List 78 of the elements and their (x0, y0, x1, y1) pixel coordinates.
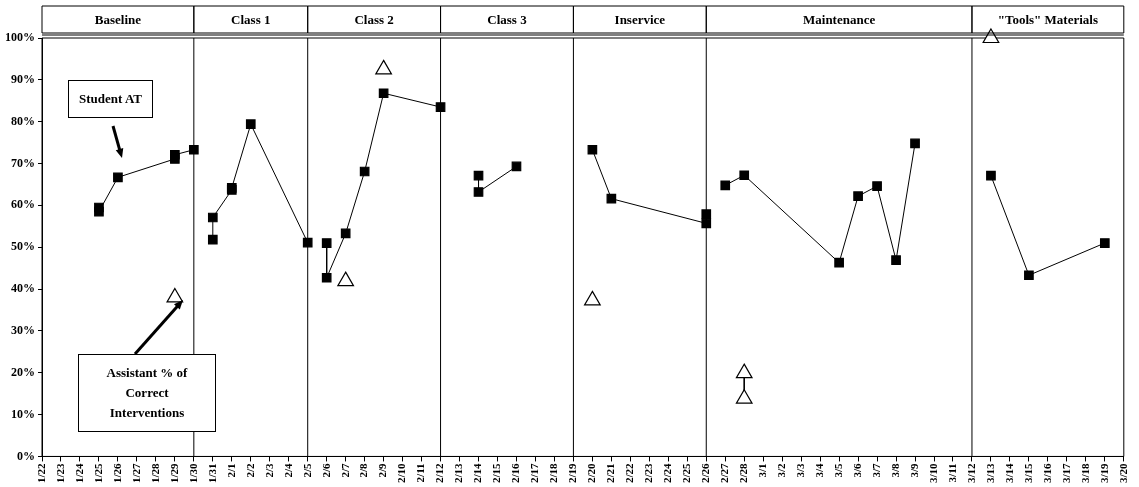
x-tick-label: 2/9 (376, 462, 389, 478)
x-tick-label: 1/25 (91, 462, 104, 484)
x-tick-label: 2/10 (395, 462, 408, 484)
text: "Tools" Materials (997, 11, 1099, 27)
x-tick-label: 1/24 (72, 462, 85, 484)
y-tick-label: 80% (11, 113, 35, 128)
y-tick-label: 10% (11, 406, 35, 421)
x-tick-label: 1/31 (205, 463, 218, 484)
x-tick-label: 3/15 (1021, 462, 1034, 484)
x-tick-label: 2/8 (357, 462, 370, 478)
y-tick-label: 50% (11, 239, 35, 254)
x-tick-label: 2/11 (414, 463, 427, 483)
x-tick-label: 2/17 (528, 462, 541, 484)
x-tick-label: 3/1 (756, 463, 769, 478)
text: Class 2 (354, 11, 394, 27)
x-tick-label: 2/3 (262, 462, 275, 478)
x-tick-label: 3/17 (1059, 462, 1072, 484)
text: Baseline (94, 11, 142, 27)
x-tick-label: 3/6 (850, 462, 863, 478)
x-tick-label: 2/14 (471, 462, 484, 484)
x-tick-label: 1/27 (129, 462, 142, 484)
text-box: Assistant % of Correct Interventions (78, 354, 216, 432)
x-tick-label: 3/10 (926, 462, 939, 484)
x-tick-label: 1/26 (110, 462, 123, 484)
x-tick-label: 3/4 (812, 462, 825, 478)
x-tick-label: 1/23 (53, 462, 66, 484)
text-box: Student AT (68, 80, 153, 118)
x-tick-label: 1/22 (34, 462, 47, 484)
y-tick-label: 100% (5, 30, 35, 45)
x-tick-label: 3/16 (1040, 462, 1053, 484)
x-tick-label: 2/5 (300, 462, 313, 478)
x-tick-label: 2/2 (243, 462, 256, 478)
x-tick-label: 2/21 (604, 463, 617, 484)
x-tick-label: 3/2 (775, 462, 788, 478)
x-tick-label: 2/12 (433, 462, 446, 484)
text: Class 3 (487, 11, 528, 27)
x-tick-label: 1/28 (148, 462, 161, 484)
x-tick-label: 2/27 (718, 462, 731, 484)
x-tick-label: 2/13 (452, 462, 465, 484)
x-tick-label: 3/14 (1002, 462, 1015, 484)
x-tick-label: 3/11 (945, 463, 958, 483)
x-tick-label: 2/28 (737, 462, 750, 484)
x-tick-label: 2/22 (623, 462, 636, 484)
y-tick-label: 30% (11, 323, 35, 337)
x-tick-label: 1/30 (186, 462, 199, 484)
x-tick-label: 2/24 (661, 462, 674, 484)
y-tick-label: 60% (11, 197, 35, 212)
x-tick-label: 3/18 (1078, 462, 1091, 484)
x-tick-label: 2/19 (566, 462, 579, 484)
x-tick-label: 3/19 (1097, 462, 1110, 484)
x-tick-label: 2/7 (338, 462, 351, 478)
x-tick-label: 2/15 (490, 462, 503, 484)
y-tick-label: 0% (17, 448, 35, 463)
x-tick-label: 3/13 (983, 462, 996, 484)
x-tick-label: 3/5 (831, 462, 844, 478)
x-tick-label: 2/16 (509, 462, 522, 484)
x-tick-label: 3/7 (869, 462, 882, 478)
y-tick-label: 90% (11, 71, 35, 86)
y-tick-label: 70% (11, 155, 35, 170)
x-tick-label: 2/6 (319, 462, 332, 478)
x-tick-label: 1/29 (167, 462, 180, 484)
y-tick-label: 40% (11, 281, 35, 296)
x-tick-label: 3/8 (888, 462, 901, 478)
x-tick-label: 2/1 (224, 463, 237, 478)
x-tick-label: 2/20 (585, 462, 598, 484)
text: Inservice (614, 11, 666, 27)
x-tick-label: 3/9 (907, 462, 920, 478)
x-tick-label: 2/18 (547, 462, 560, 484)
x-tick-label: 2/26 (699, 462, 712, 484)
x-tick-label: 3/3 (794, 462, 806, 478)
text: Class 1 (231, 11, 271, 27)
x-tick-label: 2/25 (680, 462, 693, 484)
x-tick-label: 3/12 (964, 462, 977, 484)
x-tick-label: 3/20 (1116, 462, 1129, 484)
x-tick-label: 2/4 (281, 462, 294, 478)
text: Maintenance (803, 11, 876, 27)
y-tick-label: 20% (11, 364, 35, 379)
x-tick-label: 2/23 (642, 462, 655, 484)
